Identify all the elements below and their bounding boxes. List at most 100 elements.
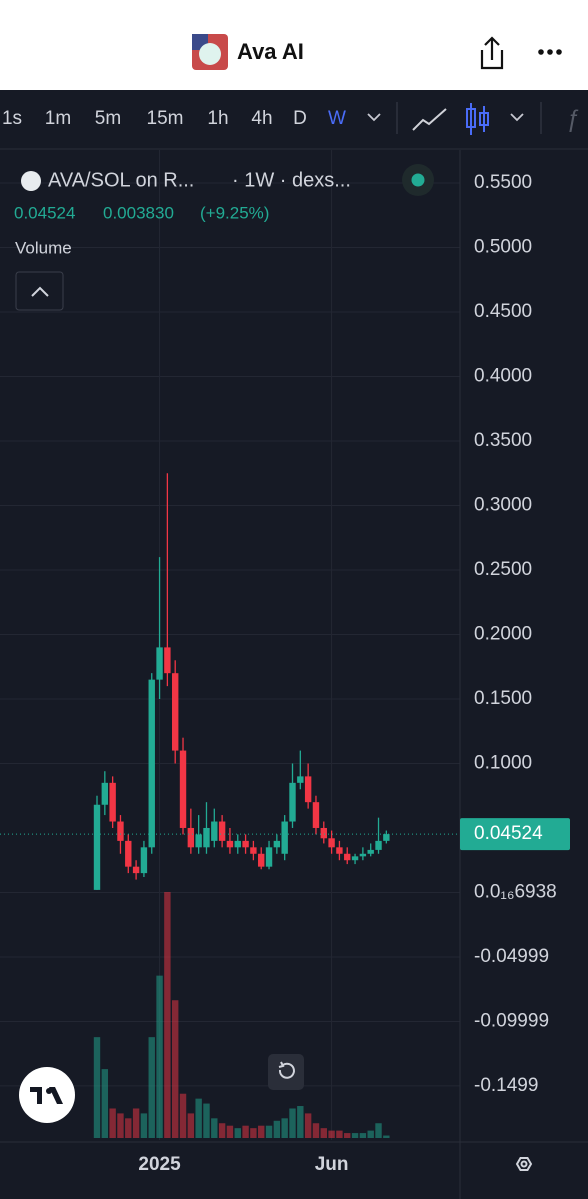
indicators-button[interactable]: ƒ <box>566 105 579 132</box>
candle-body <box>242 840 249 848</box>
candle-body <box>117 821 124 841</box>
x-tick-label: Jun <box>315 1154 349 1175</box>
volume-bar <box>172 1000 179 1138</box>
symbol-icon <box>21 171 41 191</box>
volume-bar <box>367 1130 374 1138</box>
volume-bar <box>289 1108 296 1138</box>
legend-last: 0.04524 <box>14 203 75 222</box>
candle-body <box>336 847 343 854</box>
candle-body <box>109 782 116 822</box>
y-tick-label: 0.1500 <box>474 688 532 709</box>
volume-bar <box>156 975 163 1138</box>
candle-body <box>258 853 265 867</box>
volume-bar <box>226 1125 234 1138</box>
volume-bar <box>383 1135 390 1138</box>
volume-bar <box>109 1108 116 1138</box>
y-tick-label: -0.09999 <box>474 1010 549 1031</box>
candle-body <box>93 804 101 890</box>
candle-body <box>140 847 148 874</box>
interval-button[interactable]: 1s <box>2 108 22 129</box>
volume-bar <box>359 1133 367 1138</box>
candle-body <box>164 647 171 674</box>
candle-body <box>312 802 320 828</box>
candle-body <box>172 673 179 751</box>
candle-body <box>297 776 304 783</box>
volume-bar <box>258 1125 265 1138</box>
candle-body <box>234 840 241 848</box>
candle-body <box>289 782 296 822</box>
avatar-icon <box>192 34 228 70</box>
volume-bar <box>234 1128 241 1138</box>
tradingview-logo <box>19 1067 75 1123</box>
volume-bar <box>281 1118 288 1138</box>
symbol-title[interactable]: AVA/SOL on R... <box>48 169 194 191</box>
volume-bar <box>265 1125 273 1138</box>
candle-body <box>132 866 140 874</box>
candle-body <box>226 840 234 848</box>
candle-body <box>344 853 351 861</box>
candle-body <box>351 856 359 861</box>
candle-body <box>203 827 210 848</box>
y-tick-label: -0.04999 <box>474 946 549 967</box>
candle-body <box>148 679 155 848</box>
candle-body <box>250 847 257 854</box>
more-button[interactable] <box>538 49 562 55</box>
volume-bar <box>328 1130 335 1138</box>
volume-bar <box>320 1128 327 1138</box>
line-chart-button[interactable] <box>412 108 447 131</box>
y-tick-label: 0.2000 <box>474 624 532 645</box>
candle-body <box>101 782 109 805</box>
candle-body <box>156 647 163 680</box>
volume-bar <box>195 1098 202 1138</box>
interval-button[interactable]: 1m <box>45 108 71 129</box>
y-tick-label: 0.5000 <box>474 237 532 258</box>
last-price-badge <box>460 818 570 851</box>
candle-body <box>328 838 335 848</box>
candle-body <box>179 750 187 828</box>
interval-button[interactable]: D <box>293 108 307 129</box>
y-tick-label: 0.5500 <box>474 172 532 193</box>
volume-bar <box>273 1120 281 1138</box>
candle-body <box>281 821 288 854</box>
settings-button[interactable] <box>515 1157 533 1171</box>
candle-body <box>195 834 202 848</box>
y-tick-label: 0.3500 <box>474 430 532 451</box>
interval-dropdown[interactable] <box>367 113 381 122</box>
volume-bar <box>140 1113 148 1138</box>
volume-bar <box>203 1103 210 1138</box>
symbol-subtitle: · 1W · dexs... <box>232 169 351 191</box>
share-button[interactable] <box>480 36 504 70</box>
reset-button[interactable] <box>268 1054 304 1090</box>
candle-body <box>367 849 374 854</box>
candle-body <box>320 827 327 839</box>
toolbar <box>0 90 588 148</box>
volume-bar <box>250 1128 257 1138</box>
y-tick-label: 0.3000 <box>474 495 532 516</box>
interval-button[interactable]: 15m <box>147 108 184 129</box>
volume-bar <box>187 1113 195 1138</box>
volume-bar <box>148 1037 155 1138</box>
interval-button[interactable]: 1h <box>207 108 228 129</box>
candle-body <box>265 847 273 867</box>
chart-type-dropdown[interactable] <box>510 113 524 122</box>
interval-button[interactable]: 4h <box>251 108 272 129</box>
legend-change-pct: (+9.25%) <box>200 203 269 222</box>
y-tick-label: 0.4000 <box>474 366 532 387</box>
collapse-button[interactable] <box>15 271 64 311</box>
last-price-label: 0.04524 <box>474 823 543 844</box>
volume-bar <box>211 1118 218 1138</box>
header-title: Ava AI <box>237 39 304 64</box>
candle-body <box>383 834 390 841</box>
candle-body <box>375 840 382 850</box>
interval-button[interactable]: 5m <box>95 108 121 129</box>
y-tick-label: 0.1000 <box>474 752 532 773</box>
interval-button[interactable]: W <box>328 108 346 129</box>
volume-bar <box>336 1130 343 1138</box>
volume-bar <box>179 1093 187 1138</box>
candle-chart-button[interactable] <box>466 103 489 135</box>
y-tick-label: -0.1499 <box>474 1075 538 1096</box>
status-dot <box>411 173 425 187</box>
volume-bar <box>242 1125 249 1138</box>
